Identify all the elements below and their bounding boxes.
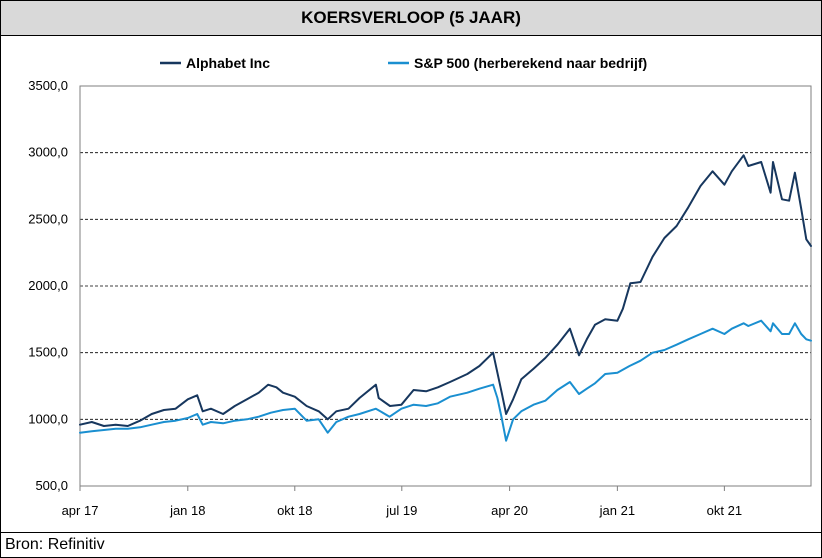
y-tick-label: 3000,0 xyxy=(28,145,68,160)
x-tick-label: jan 18 xyxy=(169,503,205,518)
series-line-alphabet xyxy=(79,154,812,427)
y-tick-label: 1500,0 xyxy=(28,345,68,360)
legend-label: Alphabet Inc xyxy=(186,55,270,71)
x-tick-label: okt 21 xyxy=(707,503,742,518)
x-tick-label: jan 21 xyxy=(599,503,635,518)
legend-label: S&P 500 (herberekend naar bedrijf) xyxy=(414,55,647,71)
y-tick-label: 3500,0 xyxy=(28,78,68,93)
axis-labels: 500,0 1000,0 1500,0 2000,0 2500,0 3000,0 3500,… xyxy=(28,78,742,518)
x-tick-label: apr 17 xyxy=(62,503,99,518)
gridlines xyxy=(80,152,811,420)
source-text: Bron: Refinitiv xyxy=(5,536,105,553)
y-tick-label: 2500,0 xyxy=(28,211,68,226)
legend: Alphabet Inc S&P 500 (herberekend naar be… xyxy=(160,55,647,71)
series-line-sp500 xyxy=(79,319,812,442)
source-footer: Bron: Refinitiv xyxy=(1,532,821,557)
plot-area-border xyxy=(79,85,812,487)
chart-title: KOERSVERLOOP (5 JAAR) xyxy=(301,8,521,27)
line-chart: 500,0 1000,0 1500,0 2000,0 2500,0 3000,0 3500,… xyxy=(28,55,812,518)
y-tick-label: 1000,0 xyxy=(28,411,68,426)
x-tick-label: apr 20 xyxy=(491,503,528,518)
chart-area: 500,0 1000,0 1500,0 2000,0 2500,0 3000,0 3500,… xyxy=(1,36,821,532)
y-tick-label: 500,0 xyxy=(35,478,68,493)
x-tick-label: okt 18 xyxy=(277,503,312,518)
chart-title-bar: KOERSVERLOOP (5 JAAR) xyxy=(1,1,821,36)
x-tick-label: jul 19 xyxy=(385,503,417,518)
y-tick-label: 2000,0 xyxy=(28,278,68,293)
series-lines xyxy=(79,154,812,442)
